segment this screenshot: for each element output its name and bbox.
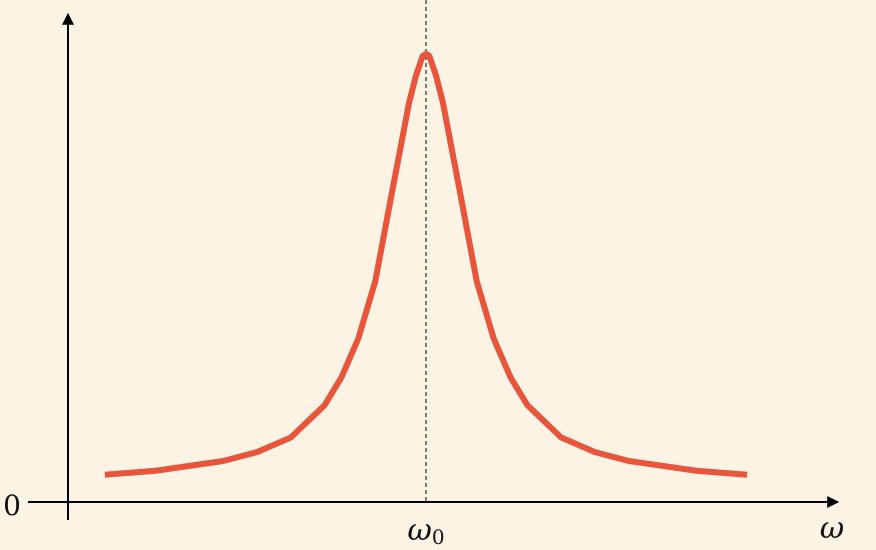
series-curve	[104, 50, 748, 478]
y-tick-label-zero: 0	[3, 489, 21, 522]
x-axis-label: ω	[820, 511, 844, 546]
x-tick-label-omega0: ω0	[407, 513, 444, 549]
x-tick-subscript: 0	[432, 525, 445, 549]
x-tick-symbol: ω	[407, 513, 431, 548]
